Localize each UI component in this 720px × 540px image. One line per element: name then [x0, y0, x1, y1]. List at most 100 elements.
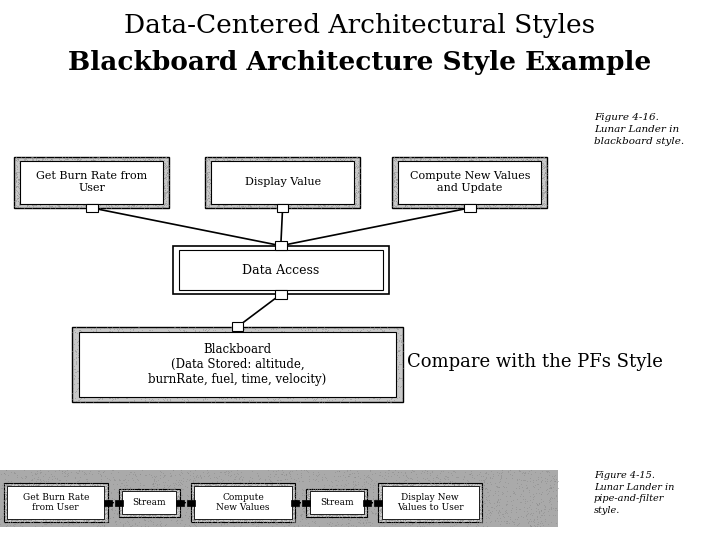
Point — [81, 487, 92, 495]
Point — [380, 352, 392, 361]
Point — [476, 161, 487, 170]
Point — [444, 484, 456, 493]
Point — [318, 161, 330, 170]
Point — [464, 161, 475, 170]
Point — [432, 515, 444, 524]
Point — [285, 504, 297, 512]
Point — [77, 386, 89, 394]
Point — [1, 502, 13, 511]
Point — [518, 159, 529, 168]
Point — [52, 488, 63, 497]
Point — [215, 200, 227, 209]
Point — [63, 497, 74, 505]
Point — [17, 154, 29, 163]
Point — [295, 190, 307, 199]
Point — [195, 503, 207, 511]
Point — [503, 177, 515, 185]
Point — [382, 488, 394, 497]
Point — [107, 166, 119, 174]
Point — [0, 520, 6, 529]
Point — [335, 502, 346, 510]
Point — [144, 497, 156, 506]
Point — [149, 190, 161, 198]
Point — [469, 186, 481, 194]
Point — [106, 381, 117, 390]
Point — [532, 484, 544, 493]
Point — [382, 502, 394, 511]
Point — [263, 353, 274, 361]
Point — [271, 174, 283, 183]
Point — [6, 508, 18, 517]
Point — [325, 165, 337, 174]
Point — [70, 509, 81, 517]
Point — [289, 475, 301, 484]
Point — [429, 485, 441, 494]
Point — [476, 498, 487, 507]
Point — [96, 186, 107, 194]
Point — [279, 487, 290, 496]
Point — [203, 196, 215, 205]
Point — [192, 517, 203, 526]
Point — [166, 486, 177, 495]
Point — [163, 489, 174, 498]
Point — [146, 185, 158, 194]
Point — [319, 485, 330, 494]
Point — [491, 482, 503, 490]
Point — [243, 485, 255, 494]
Point — [260, 503, 271, 511]
Point — [270, 483, 282, 492]
Point — [282, 186, 293, 194]
Point — [83, 517, 94, 526]
Point — [405, 193, 416, 202]
Point — [16, 158, 27, 166]
Point — [4, 481, 15, 490]
Point — [189, 510, 200, 518]
Point — [145, 160, 156, 168]
Point — [236, 502, 248, 510]
Point — [485, 163, 496, 171]
Point — [98, 517, 109, 526]
Point — [319, 188, 330, 197]
Point — [20, 202, 32, 211]
Point — [530, 162, 541, 171]
Point — [302, 199, 313, 208]
Point — [336, 183, 348, 191]
Point — [394, 508, 405, 517]
Point — [236, 504, 248, 513]
Point — [152, 508, 163, 517]
Point — [383, 516, 395, 524]
Point — [120, 507, 131, 515]
Point — [287, 517, 298, 526]
Point — [135, 510, 147, 518]
Point — [220, 491, 231, 500]
Point — [415, 511, 426, 519]
Point — [284, 359, 296, 368]
Point — [291, 194, 302, 202]
Point — [219, 492, 230, 501]
Point — [460, 494, 472, 503]
Point — [33, 198, 45, 207]
Point — [64, 505, 76, 514]
Point — [271, 384, 283, 393]
Point — [292, 362, 304, 371]
Point — [273, 331, 284, 340]
Point — [399, 198, 410, 206]
Point — [387, 492, 399, 501]
Point — [199, 496, 211, 504]
Point — [148, 174, 160, 183]
Point — [392, 483, 404, 491]
Point — [251, 181, 263, 190]
Point — [110, 159, 122, 167]
Point — [337, 386, 348, 394]
Point — [459, 497, 471, 505]
Point — [207, 359, 219, 367]
Point — [91, 160, 103, 168]
Point — [105, 357, 117, 366]
Point — [189, 382, 200, 391]
Point — [218, 343, 230, 352]
Point — [360, 507, 372, 515]
Point — [415, 202, 426, 211]
Point — [440, 178, 451, 187]
Point — [534, 203, 545, 212]
Point — [292, 192, 304, 200]
